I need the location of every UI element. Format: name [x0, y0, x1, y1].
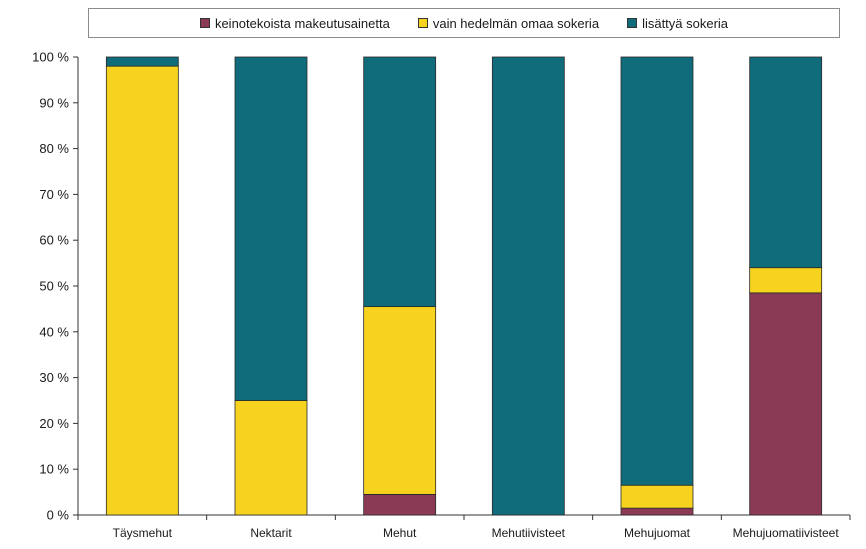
bar-segment [749, 267, 823, 294]
legend-label-artificial-sweetener: keinotekoista makeutusainetta [214, 15, 390, 31]
bar-segment [491, 56, 565, 516]
legend-swatch-fruit-sugar-only [417, 18, 428, 28]
y-tick-label: 70 % [39, 187, 69, 202]
bar-segment [749, 292, 823, 516]
x-category-label: Mehutiivisteet [492, 526, 566, 540]
y-tick-label: 30 % [39, 370, 69, 385]
x-category-label: Täysmehut [113, 526, 173, 540]
bar-segment [620, 484, 694, 509]
bar-segment [363, 493, 437, 516]
bar-segment [234, 400, 308, 516]
x-category-label: Mehujuomatiivisteet [733, 526, 840, 540]
y-tick-label: 20 % [39, 416, 69, 431]
y-tick-label: 60 % [39, 233, 69, 248]
legend-item-added-sugar: lisättyä sokeria [627, 16, 728, 31]
y-tick-label: 0 % [47, 508, 70, 523]
bar-segment [363, 306, 437, 495]
y-tick-label: 100 % [32, 50, 69, 65]
bar-segment [363, 56, 437, 308]
legend-item-fruit-sugar-only: vain hedelmän omaa sokeria [417, 15, 600, 31]
bar-segment [620, 507, 694, 516]
x-category-label: Nektarit [250, 526, 292, 540]
y-tick-label: 90 % [39, 95, 69, 110]
bar-segment [105, 65, 179, 516]
y-tick-label: 40 % [39, 324, 69, 339]
bar-segment [234, 56, 308, 401]
legend-label-added-sugar: lisättyä sokeria [642, 15, 729, 31]
x-category-label: Mehut [383, 526, 417, 540]
legend-swatch-added-sugar [627, 18, 638, 28]
y-tick-label: 50 % [39, 279, 69, 294]
y-tick-label: 80 % [39, 141, 69, 156]
bar-segment [749, 56, 823, 269]
x-category-label: Mehujuomat [624, 526, 691, 540]
bar-segment [105, 56, 179, 67]
y-tick-label: 10 % [39, 462, 69, 477]
legend-label-fruit-sugar-only: vain hedelmän omaa sokeria [432, 15, 600, 31]
legend-item-artificial-sweetener: keinotekoista makeutusainetta [199, 15, 390, 31]
legend: keinotekoista makeutusainetta vain hedel… [88, 8, 840, 38]
bar-segment [620, 56, 694, 486]
legend-swatch-artificial-sweetener [199, 18, 210, 28]
